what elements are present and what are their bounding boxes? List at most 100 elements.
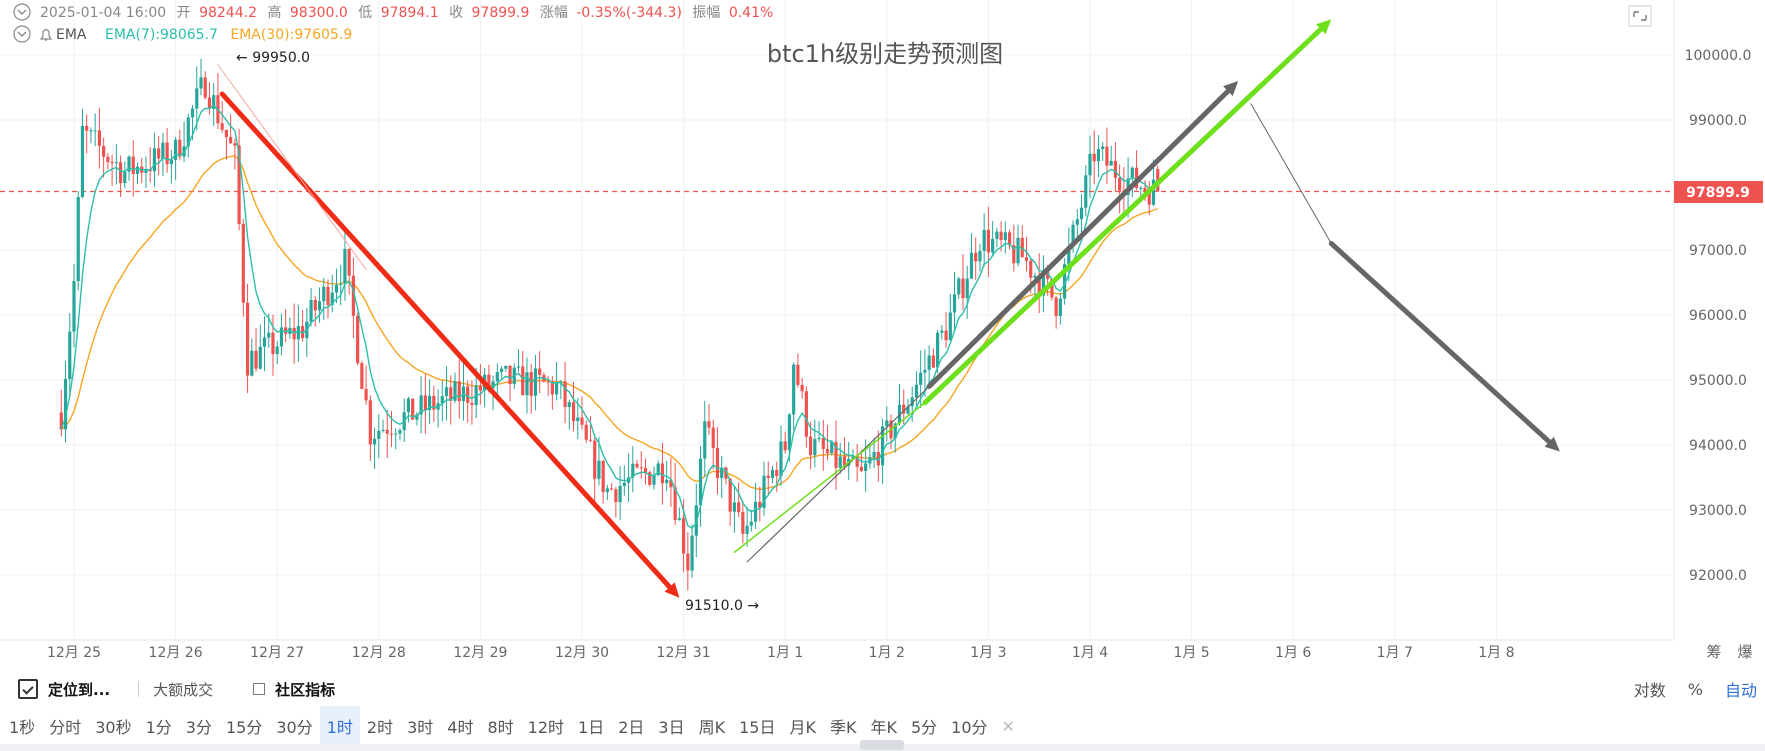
bottom-scroll-strip[interactable]: [0, 740, 1765, 751]
timeframe-option[interactable]: 3时: [407, 718, 434, 737]
candle-body: [1067, 245, 1071, 265]
candle-body: [770, 469, 775, 479]
candle-body: [1075, 219, 1079, 225]
timeframe-option[interactable]: 5分: [910, 718, 938, 737]
candle-body: [991, 238, 995, 253]
candle-body: [656, 463, 660, 475]
timeframe-option[interactable]: 10分: [951, 718, 988, 737]
candle-body: [703, 421, 707, 459]
timeframe-option[interactable]: 1时: [319, 706, 360, 746]
candle-body: [622, 482, 626, 487]
timeframe-option[interactable]: 1分: [145, 718, 172, 737]
timeframe-option[interactable]: 15分: [225, 718, 263, 737]
candle-body: [118, 162, 123, 184]
change-value: -0.35%(-344.3): [576, 5, 682, 21]
candle-body: [936, 332, 940, 368]
candle-body: [157, 148, 161, 159]
collapse-handle-icon[interactable]: [860, 740, 904, 750]
candle-body: [660, 463, 665, 484]
chart-canvas[interactable]: 100000.0 99000.0 97000.0 96000.0 95000.0 9400…: [0, 0, 1765, 670]
candle-body: [72, 281, 76, 332]
high-marker-label: ← 99950.0: [236, 50, 310, 66]
timeframe-option[interactable]: 4时: [447, 718, 474, 737]
x-tick-label: 12月 28: [352, 645, 406, 661]
candle-body: [1134, 167, 1139, 188]
candle-body: [237, 145, 241, 224]
candle-body: [648, 472, 652, 485]
candle-body: [1151, 179, 1156, 205]
candle-body: [855, 456, 859, 467]
candle-body: [152, 148, 157, 172]
auto-scale-option[interactable]: 自动: [1724, 681, 1757, 700]
candle-body: [927, 355, 931, 370]
candle-body: [906, 406, 910, 414]
timeframe-option[interactable]: 1秒: [9, 718, 36, 737]
timeframe-option[interactable]: 3日: [658, 718, 685, 737]
candle-body: [584, 424, 588, 440]
timeframe-option[interactable]: 2日: [618, 718, 645, 737]
timeframe-option[interactable]: 30分: [276, 718, 313, 737]
community-indicators-button[interactable]: 社区指标: [253, 679, 335, 700]
candle-body: [432, 395, 436, 410]
candle-body: [597, 460, 601, 479]
timeframe-option[interactable]: 30秒: [95, 718, 132, 737]
candle-body: [999, 231, 1003, 241]
candle-body: [1071, 224, 1075, 246]
timeframe-option[interactable]: 年K: [870, 718, 897, 737]
close-icon[interactable]: ✕: [1001, 716, 1015, 736]
candle-body: [1101, 146, 1105, 150]
candle-body: [796, 364, 800, 385]
candle-body: [872, 451, 876, 458]
red-downtrend-arrow: [219, 91, 674, 591]
candle-body: [525, 372, 529, 396]
candle-body: [533, 368, 538, 396]
candle-body: [389, 433, 394, 435]
candle-body: [601, 460, 605, 493]
high-value: 98300.0: [290, 5, 348, 21]
candle-body: [394, 433, 398, 435]
timeframe-option[interactable]: 月K: [789, 718, 816, 737]
indicator-toggle-icon[interactable]: [13, 25, 31, 43]
fullscreen-icon[interactable]: [1628, 5, 1652, 27]
candle-body: [724, 467, 728, 479]
bell-icon[interactable]: [39, 28, 53, 41]
timeframe-option[interactable]: 周K: [698, 718, 726, 737]
candle-body: [707, 421, 711, 428]
candle-body: [351, 275, 355, 316]
candle-body: [593, 440, 597, 479]
timeframe-option[interactable]: 1日: [578, 718, 605, 737]
timeframe-option[interactable]: 季K: [829, 718, 857, 737]
candle-body: [567, 402, 571, 407]
candle-body: [491, 381, 495, 389]
x-tick-label: 1月 1: [767, 645, 803, 661]
timeframe-option[interactable]: 分时: [49, 718, 82, 737]
candle-body: [343, 248, 347, 284]
timeframe-option[interactable]: 2时: [366, 718, 394, 737]
collapse-toggle-icon[interactable]: [13, 3, 31, 21]
candle-body: [728, 478, 732, 512]
candle-body: [212, 95, 216, 109]
percent-scale-option[interactable]: %: [1687, 679, 1703, 699]
timeframe-option[interactable]: 3分: [185, 718, 212, 737]
large-trades-button[interactable]: 大额成交: [153, 679, 213, 700]
candle-body: [779, 441, 783, 477]
locate-button[interactable]: 定位到...: [18, 679, 110, 700]
log-scale-option[interactable]: 对数: [1633, 681, 1666, 700]
timeframe-option[interactable]: 8时: [487, 718, 514, 737]
candle-body: [508, 365, 512, 385]
candle-body: [174, 139, 178, 160]
candle-body: [817, 438, 821, 440]
candle-body: [1113, 160, 1117, 178]
timeframe-option[interactable]: 15日: [739, 718, 776, 737]
candle-body: [415, 414, 419, 420]
candle-body: [940, 330, 944, 333]
timeframe-option[interactable]: 12时: [527, 718, 565, 737]
candle-body: [571, 402, 576, 422]
candle-body: [902, 404, 906, 414]
candle-body: [63, 378, 68, 430]
candle-body: [466, 386, 470, 403]
candle-body: [1058, 298, 1062, 316]
candle-body: [529, 372, 533, 396]
candle-body: [804, 391, 808, 437]
